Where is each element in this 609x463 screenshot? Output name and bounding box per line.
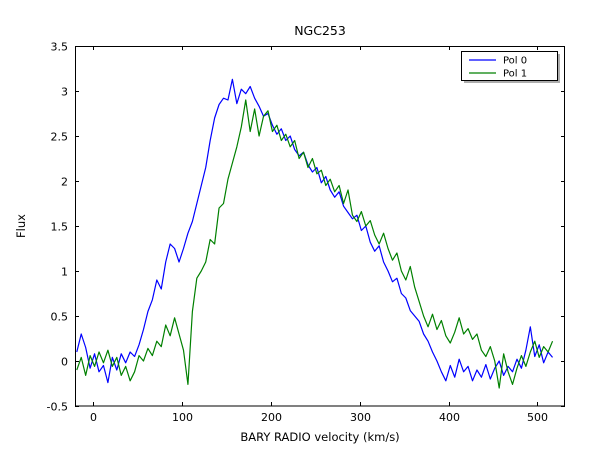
tick-label: 3	[61, 86, 68, 99]
tick-label: 2.5	[51, 131, 69, 144]
tick-label: 3.5	[51, 41, 69, 54]
y-axis-label: Flux	[14, 214, 28, 238]
tick-label: 300	[350, 411, 371, 424]
tick-label: 100	[172, 411, 193, 424]
tick-label: 400	[439, 411, 460, 424]
tick-label: 1	[61, 266, 68, 279]
series-line-pol-1	[76, 99, 554, 389]
tick-label: 200	[261, 411, 282, 424]
series-lines	[76, 78, 554, 389]
axis-ticks	[75, 46, 565, 407]
tick-label: 2	[61, 176, 68, 189]
tick-label: 0.5	[51, 311, 69, 324]
tick-label: 0	[61, 356, 68, 369]
x-axis-label: BARY RADIO velocity (km/s)	[240, 430, 399, 444]
tick-label: 500	[527, 411, 548, 424]
tick-label: -0.5	[47, 401, 68, 414]
legend-label-pol1: Pol 1	[503, 69, 527, 80]
legend: Pol 0 Pol 1	[461, 51, 560, 83]
tick-label: 0	[90, 411, 97, 424]
legend-label-pol0: Pol 0	[503, 56, 527, 67]
series-line-pol-0	[76, 78, 554, 384]
axis-tick-labels: 0 100 200 300 400 500 -0.5 0 0.5 1 1.5 2 2.5 3 3.5	[47, 41, 548, 425]
chart-title: NGC253	[294, 23, 346, 38]
legend-box	[461, 51, 558, 81]
plot-area	[75, 46, 565, 406]
tick-label: 1.5	[51, 221, 69, 234]
